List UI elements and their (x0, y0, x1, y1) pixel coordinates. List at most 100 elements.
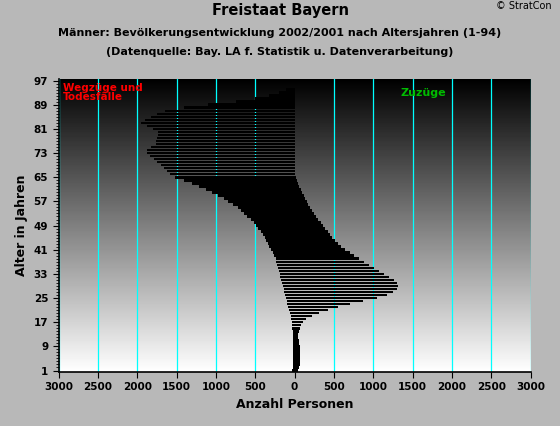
Bar (295, 276, 389, 278)
Bar (295, 200, 307, 203)
Text: Freistaat Bayern: Freistaat Bayern (212, 3, 348, 18)
Bar (268, 242, 295, 245)
Bar (295, 245, 341, 248)
Bar (293, 360, 295, 363)
Bar (283, 285, 295, 287)
Bar (295, 197, 305, 200)
Bar (295, 221, 320, 224)
Bar (291, 315, 295, 317)
Bar (244, 212, 295, 215)
Bar (228, 200, 295, 203)
Bar (199, 185, 295, 187)
Bar (295, 288, 397, 290)
Bar (295, 254, 354, 257)
Bar (295, 324, 301, 326)
Bar (224, 197, 295, 200)
Bar (161, 164, 295, 167)
Bar (238, 206, 295, 209)
Bar (295, 294, 388, 296)
Bar (286, 88, 295, 91)
Bar (281, 276, 295, 278)
Text: Wegzüge und: Wegzüge und (63, 83, 142, 93)
Bar (295, 354, 301, 357)
Bar (295, 300, 363, 302)
Bar (150, 155, 295, 157)
Bar (157, 137, 295, 139)
Bar (295, 333, 298, 336)
Text: (Datenquelle: Bay. LA f. Statistik u. Datenverarbeitung): (Datenquelle: Bay. LA f. Statistik u. Da… (106, 47, 454, 58)
Bar (295, 279, 394, 281)
Bar (147, 149, 295, 151)
Text: Männer: Bevölkerungsentwicklung 2002/2001 nach Altersjahren (1-94): Männer: Bevölkerungsentwicklung 2002/200… (58, 28, 502, 38)
Bar (292, 321, 295, 323)
Bar (269, 95, 295, 97)
Text: Zuzüge: Zuzüge (401, 88, 446, 98)
Bar (266, 239, 295, 242)
Bar (184, 179, 295, 181)
Bar (274, 254, 295, 257)
Bar (295, 236, 332, 239)
Bar (285, 294, 295, 296)
Bar (154, 158, 295, 161)
X-axis label: Anzahl Personen: Anzahl Personen (236, 398, 353, 411)
Bar (295, 173, 296, 176)
Bar (295, 224, 323, 227)
Bar (248, 215, 295, 218)
Bar (279, 273, 295, 275)
Bar (276, 257, 295, 260)
Bar (295, 321, 303, 323)
Bar (295, 327, 300, 330)
Bar (208, 104, 295, 106)
Bar (295, 188, 301, 190)
Bar (295, 242, 338, 245)
Bar (153, 128, 295, 130)
Bar (289, 309, 295, 311)
Bar (295, 351, 301, 354)
Bar (293, 363, 295, 366)
Bar (170, 173, 295, 176)
Bar (295, 363, 300, 366)
Bar (295, 203, 309, 206)
Bar (236, 101, 295, 103)
Bar (295, 270, 380, 272)
Bar (263, 233, 295, 236)
Bar (295, 348, 300, 351)
Bar (295, 212, 314, 215)
Bar (278, 267, 295, 269)
Bar (241, 209, 295, 212)
Bar (295, 291, 393, 293)
Bar (292, 324, 295, 326)
Bar (141, 121, 295, 124)
Bar (295, 369, 298, 372)
Bar (295, 261, 364, 263)
Bar (293, 336, 295, 339)
Bar (295, 285, 398, 287)
Bar (295, 312, 319, 314)
Bar (206, 188, 295, 190)
Bar (295, 282, 397, 284)
Bar (258, 227, 295, 230)
Bar (292, 327, 295, 330)
Bar (293, 348, 295, 351)
Bar (292, 330, 295, 333)
Bar (295, 215, 316, 218)
Bar (295, 330, 299, 333)
Bar (269, 245, 295, 248)
Bar (255, 98, 295, 100)
Bar (282, 282, 295, 284)
Bar (293, 345, 295, 348)
Bar (295, 194, 304, 197)
Bar (281, 279, 295, 281)
Bar (279, 92, 295, 94)
Bar (151, 115, 295, 118)
Bar (295, 360, 300, 363)
Bar (295, 182, 298, 184)
Bar (295, 185, 300, 187)
Bar (295, 264, 369, 266)
Bar (295, 233, 330, 236)
Bar (157, 112, 295, 115)
Bar (295, 303, 349, 305)
Bar (250, 218, 295, 221)
Bar (147, 152, 295, 154)
Bar (295, 230, 328, 233)
